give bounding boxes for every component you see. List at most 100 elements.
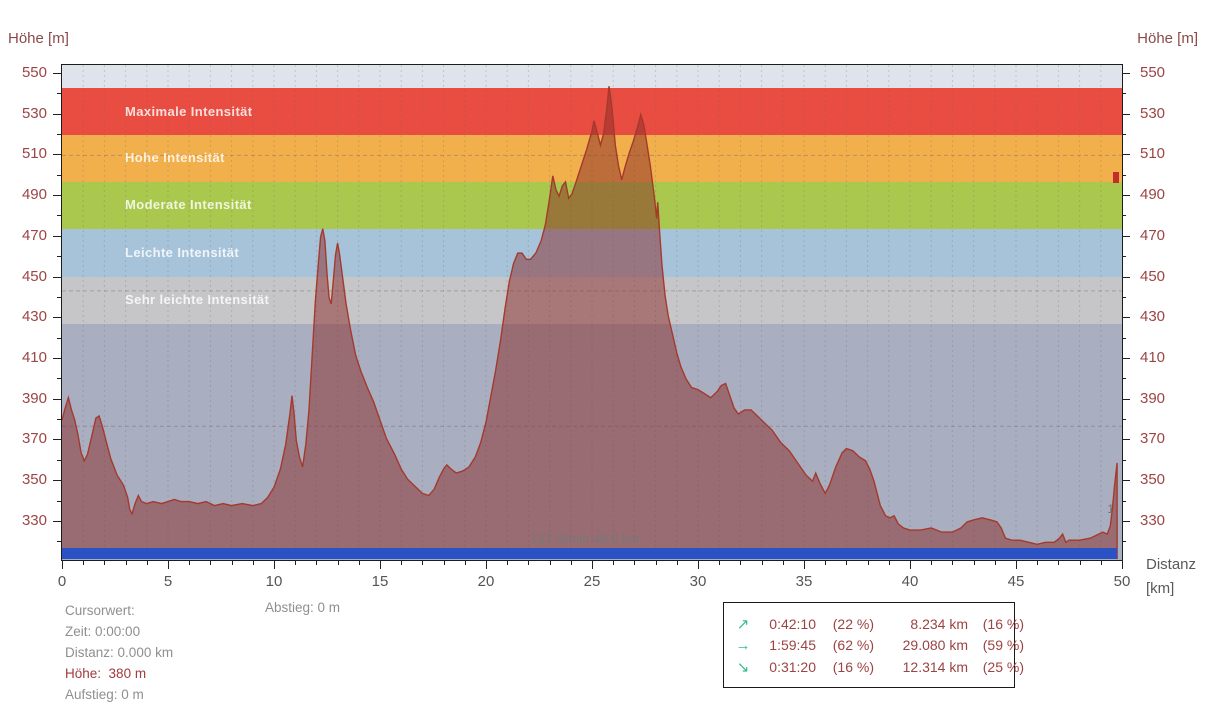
x-axis-title-distanz: Distanz bbox=[1146, 556, 1197, 573]
y-axis-label: 390 bbox=[1140, 389, 1166, 407]
tick-mark bbox=[1122, 72, 1130, 74]
y-axis-label: 490 bbox=[1140, 186, 1166, 204]
tick-mark bbox=[994, 560, 996, 565]
tick-mark bbox=[592, 560, 593, 569]
tick-mark bbox=[57, 419, 61, 421]
x-axis-label: 25 bbox=[583, 573, 601, 590]
track-extent-bar bbox=[62, 548, 1118, 559]
tick-mark bbox=[1122, 560, 1123, 569]
x-axis-label: 40 bbox=[901, 573, 919, 590]
ascent-distance-pct: (16 %) bbox=[982, 615, 1024, 632]
tick-mark bbox=[910, 560, 911, 569]
flat-time-pct: (62 %) bbox=[832, 637, 874, 653]
tick-mark bbox=[464, 560, 466, 565]
tick-mark bbox=[53, 398, 61, 400]
x-axis-label: 30 bbox=[689, 573, 707, 590]
flat-distance-pct: (59 %) bbox=[982, 637, 1024, 653]
tick-mark bbox=[549, 560, 551, 565]
tick-mark bbox=[53, 439, 61, 441]
x-axis-label: 50 bbox=[1113, 573, 1131, 590]
tick-mark bbox=[1122, 419, 1126, 421]
flat-time: 1:59:45 bbox=[769, 637, 816, 653]
y-axis-label: 350 bbox=[21, 471, 47, 489]
tick-mark bbox=[1122, 113, 1130, 115]
y-axis-label: 550 bbox=[1140, 63, 1166, 81]
tick-mark bbox=[1122, 439, 1130, 441]
tick-mark bbox=[53, 113, 61, 115]
descent-time-pct: (16 %) bbox=[832, 658, 874, 675]
tick-mark bbox=[53, 195, 61, 197]
zone-sehr-leicht-label: Sehr leichte Intensität bbox=[125, 292, 270, 308]
y-axis-label: 530 bbox=[21, 104, 47, 122]
tick-mark bbox=[337, 560, 339, 565]
tick-mark bbox=[655, 560, 657, 565]
tick-mark bbox=[676, 560, 678, 565]
stats-row-ascent: ↗ 0:42:10 (22 %) 8.234 km (16 %) bbox=[730, 615, 1024, 633]
plot-area[interactable]: Maximale Intensität Hohe Intensität Modera… bbox=[61, 64, 1123, 561]
tick-mark bbox=[507, 560, 509, 565]
tick-mark bbox=[782, 560, 784, 565]
tick-mark bbox=[1016, 560, 1017, 569]
tick-mark bbox=[53, 520, 61, 522]
tick-mark bbox=[888, 560, 890, 565]
zone-maximal bbox=[62, 88, 1122, 136]
tick-mark bbox=[761, 560, 763, 565]
y-axis-label: 530 bbox=[1140, 104, 1166, 122]
tick-mark bbox=[57, 500, 61, 502]
y-axis-label: 430 bbox=[21, 308, 47, 326]
tick-mark bbox=[719, 560, 721, 565]
y-axis-label: 490 bbox=[21, 186, 47, 204]
tick-mark bbox=[295, 560, 297, 565]
tick-mark bbox=[740, 560, 742, 565]
tick-mark bbox=[1122, 256, 1126, 258]
tick-mark bbox=[804, 560, 805, 569]
cursor-zeit: Zeit: 0:00:00 bbox=[65, 624, 141, 639]
tick-mark bbox=[825, 560, 827, 565]
tick-mark bbox=[189, 560, 191, 565]
ascent-arrow-icon: ↗ bbox=[736, 615, 750, 633]
tick-mark bbox=[1122, 215, 1126, 217]
zone-moderat-label: Moderate Intensität bbox=[125, 197, 252, 213]
tick-mark bbox=[1122, 296, 1126, 298]
tick-mark bbox=[422, 560, 424, 565]
y-axis-label: 330 bbox=[1140, 511, 1166, 529]
tick-mark bbox=[528, 560, 530, 565]
y-axis-label: 390 bbox=[21, 389, 47, 407]
cursor-distanz: Distanz: 0.000 km bbox=[65, 645, 174, 660]
ascent-distance: 8.234 km bbox=[910, 615, 968, 632]
tick-mark bbox=[1122, 276, 1130, 278]
tick-mark bbox=[57, 541, 61, 543]
tick-mark bbox=[698, 560, 699, 569]
stats-row-descent: ↘ 0:31:20 (16 %) 12.314 km (25 %) bbox=[730, 658, 1024, 676]
tick-mark bbox=[57, 459, 61, 461]
flat-arrow-icon: → bbox=[735, 636, 751, 654]
tick-mark bbox=[83, 560, 85, 565]
y-axis-label: 510 bbox=[1140, 145, 1166, 163]
x-axis-label: 10 bbox=[265, 573, 283, 590]
tick-mark bbox=[1122, 195, 1130, 197]
tick-mark bbox=[952, 560, 954, 565]
tick-mark bbox=[53, 276, 61, 278]
tick-mark bbox=[1122, 337, 1126, 339]
zone-hoch-label: Hohe Intensität bbox=[125, 150, 225, 166]
tick-mark bbox=[443, 560, 445, 565]
x-axis-label: 20 bbox=[477, 573, 495, 590]
cursor-value-panel: Cursorwert: Zeit: 0:00:00 Distanz: 0.000… bbox=[65, 600, 173, 705]
elevation-area bbox=[62, 86, 1118, 559]
cursor-hoehe: Höhe: 380 m bbox=[65, 666, 147, 681]
y-axis-label: 510 bbox=[21, 145, 47, 163]
tick-mark bbox=[401, 560, 403, 565]
tick-mark bbox=[1122, 480, 1130, 482]
y-axis-label: 450 bbox=[1140, 267, 1166, 285]
tick-mark bbox=[53, 72, 61, 74]
tick-mark bbox=[1122, 398, 1130, 400]
tick-mark bbox=[1122, 174, 1126, 176]
y-axis-label: 470 bbox=[21, 226, 47, 244]
track-summary-label: 127 S/min 49.6 km bbox=[530, 531, 640, 546]
y-axis-label: 550 bbox=[21, 63, 47, 81]
tick-mark bbox=[846, 560, 848, 565]
tick-mark bbox=[570, 560, 572, 565]
tick-mark bbox=[53, 317, 61, 319]
tick-mark bbox=[57, 215, 61, 217]
